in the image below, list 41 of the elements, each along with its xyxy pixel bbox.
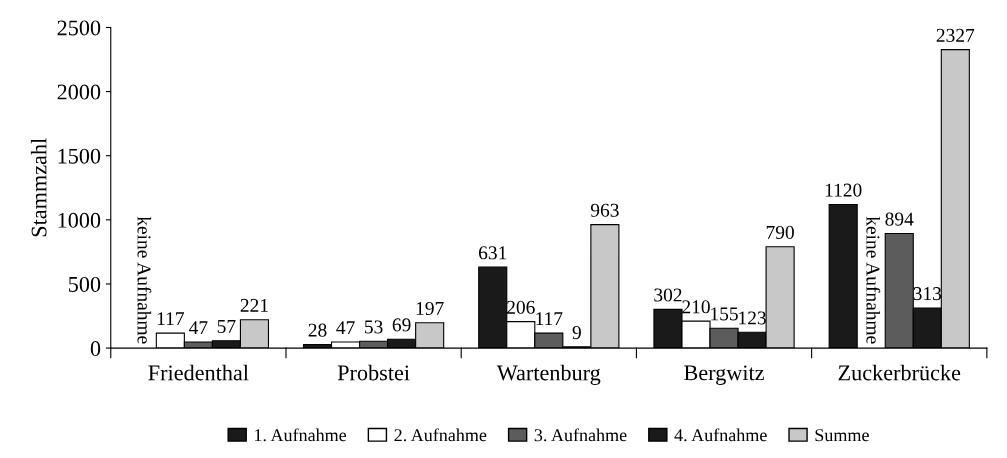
x-tick-label: Bergwitz — [684, 365, 764, 385]
data-label: 117 — [157, 312, 184, 326]
y-tick-label: 2500 — [57, 20, 101, 36]
y-axis-title: Stammzahl — [30, 138, 47, 237]
annotation: keine Aufnahme — [137, 216, 152, 344]
data-label: 210 — [682, 300, 710, 314]
data-label: 69 — [392, 318, 411, 332]
y-tick-label: 500 — [69, 276, 101, 292]
data-label: 790 — [766, 225, 794, 239]
data-label: 53 — [365, 320, 383, 334]
data-label: 894 — [885, 212, 914, 226]
data-label: 221 — [240, 298, 268, 312]
legend-label: 2. Aufnahme — [394, 428, 487, 442]
x-tick-label: Wartenburg — [496, 364, 601, 385]
data-label: 302 — [654, 288, 682, 302]
data-label: 206 — [507, 300, 535, 314]
legend-label: 3. Aufnahme — [534, 428, 627, 442]
y-tick-label: 1000 — [58, 212, 101, 228]
annotation: keine Aufnahme — [866, 216, 881, 344]
data-label: 117 — [536, 312, 563, 326]
data-label: 57 — [217, 320, 236, 333]
legend-label: 1. Aufnahme — [255, 428, 347, 442]
data-label: 1120 — [825, 183, 862, 197]
data-label: 9 — [572, 326, 581, 340]
x-tick-label: Friedenthal — [148, 364, 249, 381]
x-tick-label: Zuckerbrücke — [838, 364, 961, 381]
data-label: 631 — [479, 246, 507, 260]
data-label: 47 — [336, 321, 355, 335]
data-label: 123 — [739, 311, 766, 325]
x-tick-label: Probstei — [337, 364, 410, 381]
y-tick-label: 2000 — [57, 84, 101, 100]
y-tick-label: 1500 — [58, 148, 101, 164]
y-tick-label: 0 — [90, 341, 101, 357]
data-label: 155 — [711, 307, 738, 321]
data-label: 197 — [416, 301, 444, 316]
legend-label: Summe — [815, 429, 869, 442]
data-label: 963 — [590, 203, 619, 217]
data-label: 28 — [308, 323, 327, 337]
legend-label: 4. Aufnahme — [674, 428, 767, 442]
data-label: 2327 — [936, 28, 975, 42]
data-label: 47 — [189, 321, 208, 335]
